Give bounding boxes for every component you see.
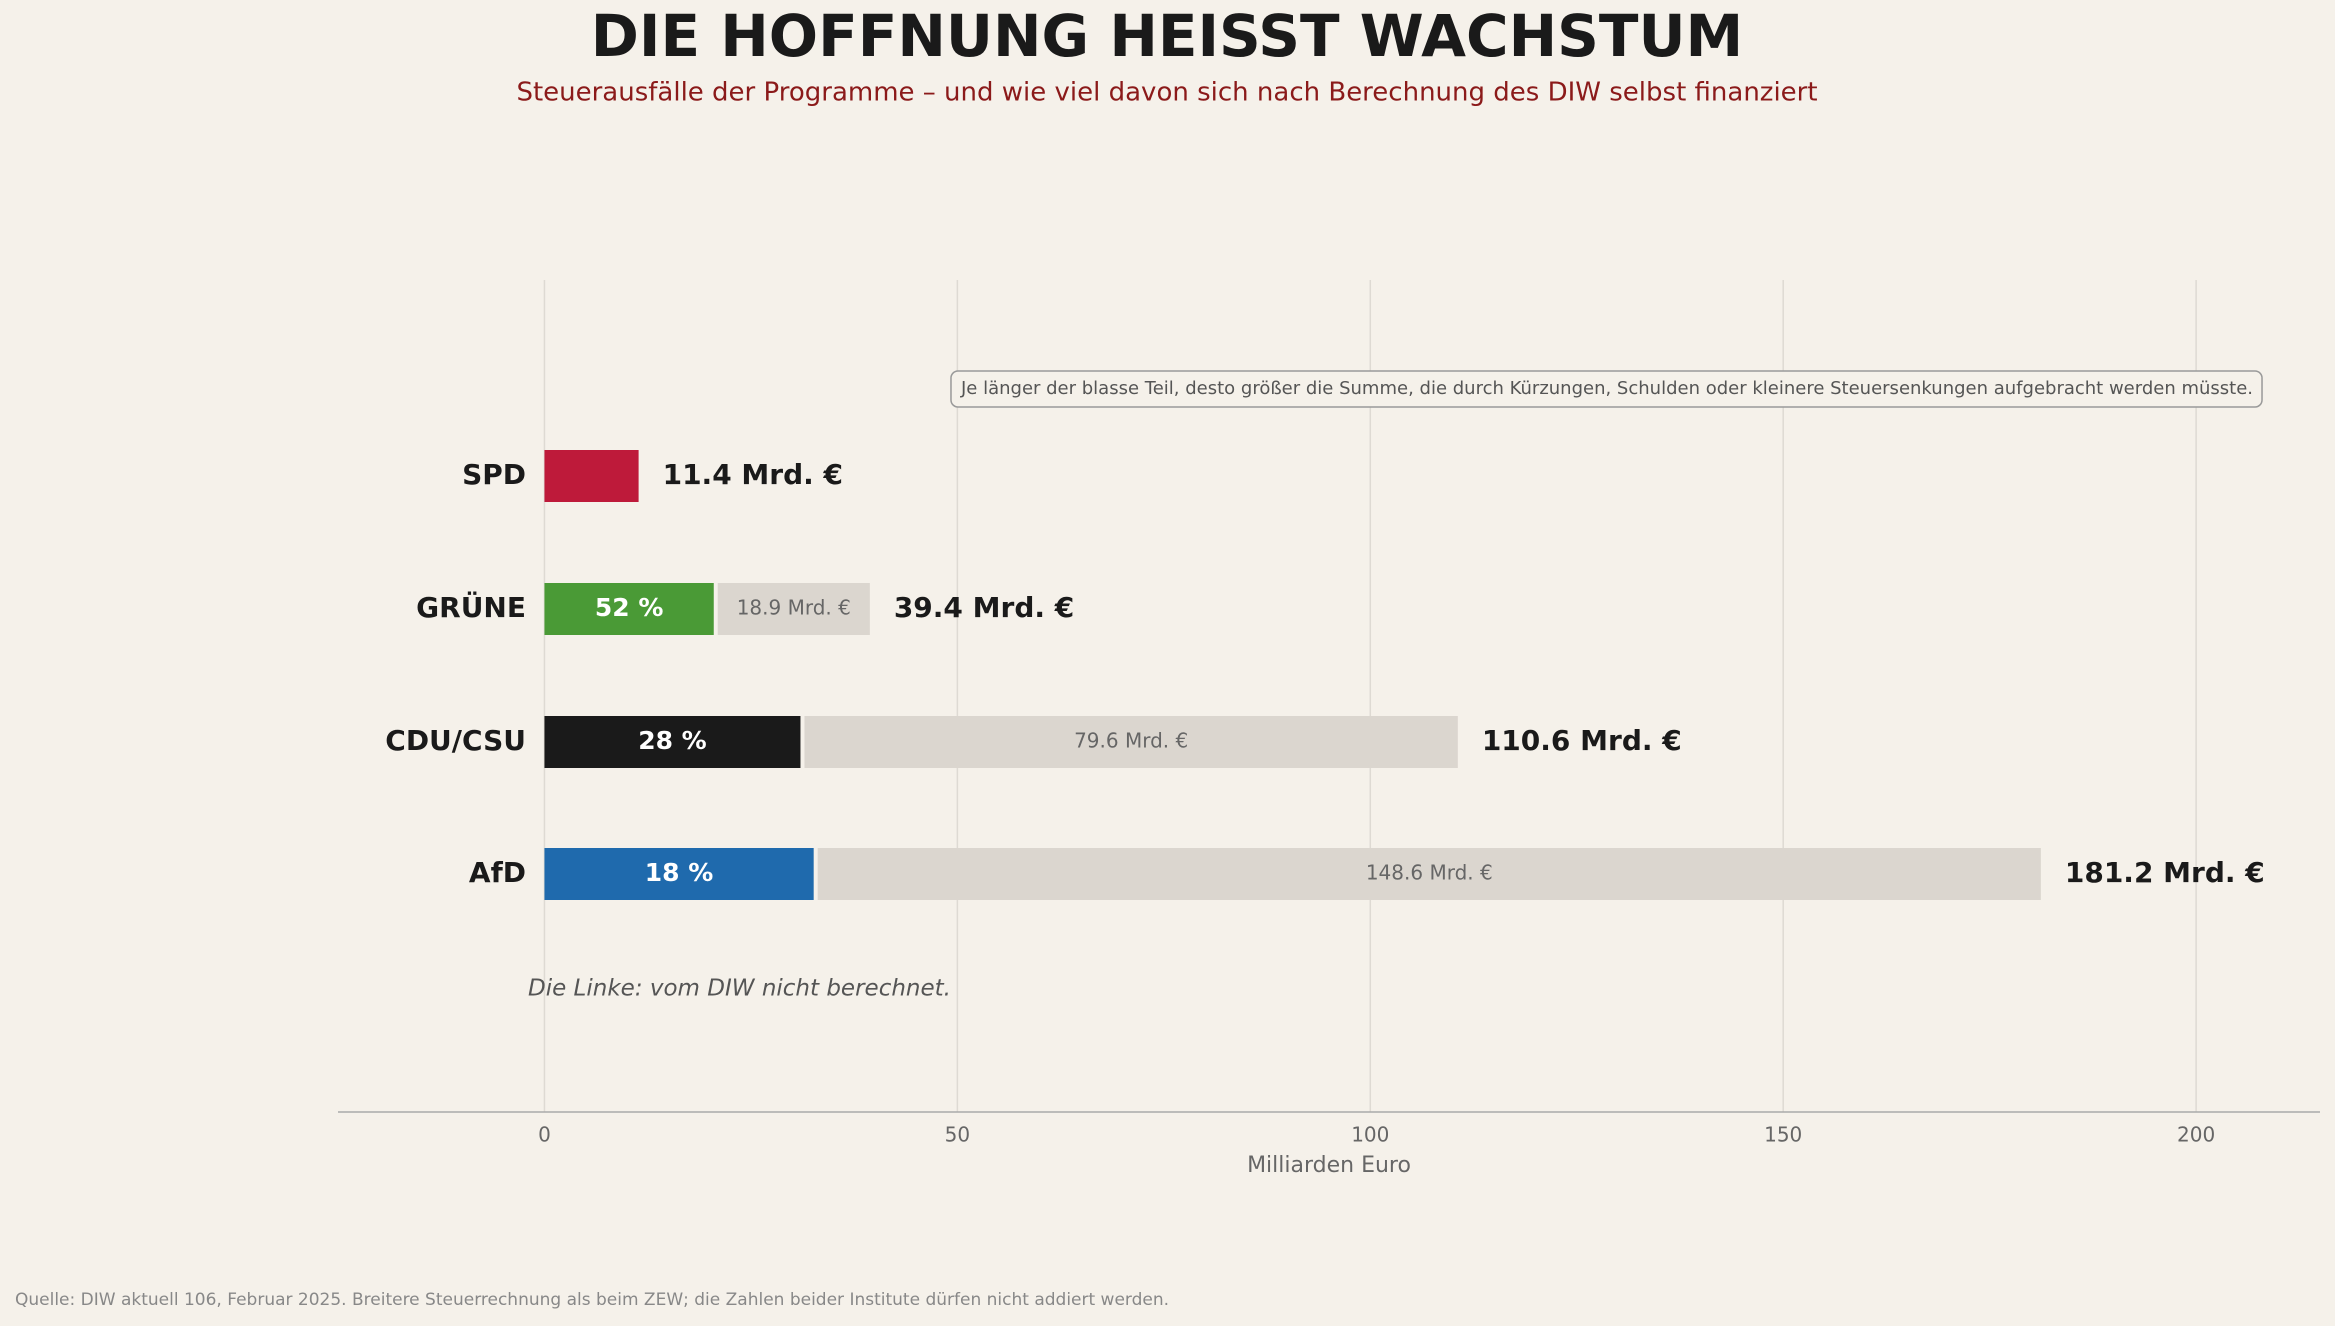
source: Quelle: DIW aktuell 106, Februar 2025. B… bbox=[15, 1290, 1169, 1310]
y-tick-label: AfD bbox=[469, 856, 526, 889]
x-tick-label: 0 bbox=[538, 1123, 551, 1147]
annotation: Je länger der blasse Teil, desto größer … bbox=[960, 378, 2253, 399]
chart-subtitle: Steuerausfälle der Programme – und wie v… bbox=[516, 78, 1817, 108]
x-tick-label: 200 bbox=[2177, 1123, 2215, 1147]
x-axis-label: Milliarden Euro bbox=[1247, 1153, 1411, 1178]
bar-segment bbox=[544, 583, 714, 635]
note: Die Linke: vom DIW nicht berechnet. bbox=[528, 976, 951, 1002]
share-label: 28 % bbox=[638, 726, 707, 755]
y-tick-label: CDU/CSU bbox=[385, 724, 526, 757]
bar-segment bbox=[717, 583, 870, 635]
total-label: 110.6 Mrd. € bbox=[1482, 724, 1682, 757]
chart-title: DIE HOFFNUNG HEISST WACHSTUM bbox=[591, 2, 1744, 70]
y-tick-label: SPD bbox=[462, 458, 526, 491]
value-label: 79.6 Mrd. € bbox=[1074, 729, 1188, 753]
bar-segment bbox=[817, 848, 2041, 900]
y-tick-label: GRÜNE bbox=[416, 590, 526, 624]
share-label: 52 % bbox=[595, 593, 664, 622]
x-tick-label: 150 bbox=[1764, 1123, 1802, 1147]
bar-segment bbox=[544, 716, 801, 768]
x-tick-label: 100 bbox=[1351, 1123, 1389, 1147]
x-tick-label: 50 bbox=[945, 1123, 970, 1147]
value-label: 18.9 Mrd. € bbox=[737, 596, 851, 620]
bar-segment bbox=[544, 848, 814, 900]
total-label: 181.2 Mrd. € bbox=[2065, 856, 2265, 889]
total-label: 39.4 Mrd. € bbox=[894, 591, 1074, 624]
value-label: 148.6 Mrd. € bbox=[1366, 861, 1493, 885]
share-label: 18 % bbox=[645, 858, 714, 887]
total-label: 11.4 Mrd. € bbox=[663, 458, 843, 491]
bar-segment bbox=[544, 450, 639, 502]
annotation-box bbox=[950, 370, 2263, 408]
bar-segment bbox=[804, 716, 1458, 768]
